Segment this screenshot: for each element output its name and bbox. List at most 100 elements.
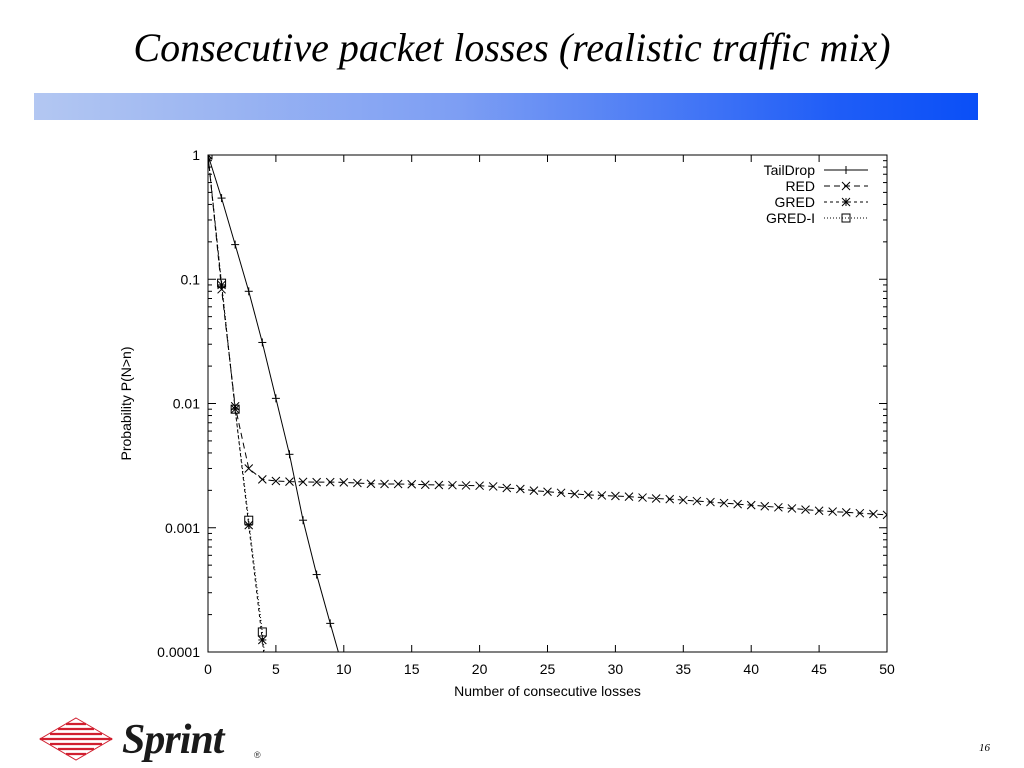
legend-marker xyxy=(841,213,851,223)
data-point xyxy=(638,493,647,502)
data-point xyxy=(624,492,634,501)
sprint-logo: Sprint ® xyxy=(36,712,276,768)
data-point xyxy=(257,475,267,484)
data-point xyxy=(244,520,254,530)
x-tick-label: 10 xyxy=(336,661,352,677)
data-point xyxy=(271,476,281,486)
data-point xyxy=(434,480,444,490)
y-tick-label: 1 xyxy=(192,147,200,163)
data-point xyxy=(760,501,770,511)
x-tick-labels: 0 5 10 15 20 25 30 35 40 45 50 xyxy=(204,661,895,677)
series-markers xyxy=(208,155,887,645)
x-tick-label: 0 xyxy=(204,661,212,677)
data-point xyxy=(258,338,267,347)
data-point xyxy=(257,635,267,645)
data-point xyxy=(801,505,810,514)
legend-label: GRED xyxy=(775,194,815,210)
data-point xyxy=(257,627,267,637)
data-point xyxy=(529,486,539,495)
axis-ticks xyxy=(207,154,888,653)
x-tick-label: 25 xyxy=(540,661,556,677)
data-point xyxy=(420,480,430,490)
data-point xyxy=(828,507,838,516)
y-tick-label: 0.0001 xyxy=(157,644,200,660)
data-point xyxy=(299,516,308,525)
legend-label: TailDrop xyxy=(764,162,816,178)
legend-marker xyxy=(841,181,851,191)
data-point xyxy=(733,499,742,509)
data-point xyxy=(339,477,349,487)
data-point xyxy=(488,482,498,491)
data-point xyxy=(217,280,226,290)
data-point xyxy=(285,450,294,459)
data-point xyxy=(366,479,376,489)
x-tick-label: 30 xyxy=(608,661,624,677)
legend-marker xyxy=(842,166,850,174)
data-point xyxy=(326,619,335,628)
data-point xyxy=(841,508,851,517)
data-point xyxy=(231,240,240,249)
data-point xyxy=(217,278,227,288)
y-tick-label: 0.1 xyxy=(181,271,201,287)
data-point xyxy=(393,479,403,489)
data-point xyxy=(217,194,226,203)
registered-mark: ® xyxy=(254,750,261,760)
y-tick-label: 0.01 xyxy=(173,396,200,412)
x-tick-label: 45 xyxy=(811,661,827,677)
series-line-gred-i xyxy=(208,155,265,652)
data-point xyxy=(882,510,887,520)
series-lines xyxy=(208,155,887,652)
data-point xyxy=(244,287,253,296)
data-point xyxy=(380,479,389,489)
data-point xyxy=(774,502,783,512)
legend-label: RED xyxy=(785,178,815,194)
data-point xyxy=(570,489,580,499)
y-tick-label: 0.001 xyxy=(165,520,200,536)
data-point xyxy=(502,483,512,493)
data-point xyxy=(611,491,620,501)
x-tick-label: 5 xyxy=(272,661,280,677)
x-tick-label: 15 xyxy=(404,661,420,677)
x-tick-label: 40 xyxy=(743,661,759,677)
data-point xyxy=(692,496,702,506)
data-point xyxy=(208,155,213,160)
series-line-taildrop xyxy=(208,155,339,652)
plot-frame xyxy=(207,154,888,653)
data-point xyxy=(285,477,294,486)
data-point xyxy=(515,484,525,494)
data-point xyxy=(787,504,797,513)
data-point xyxy=(298,477,308,487)
data-point xyxy=(325,477,335,487)
data-point xyxy=(556,488,566,498)
data-point xyxy=(814,506,824,516)
data-point xyxy=(678,495,688,505)
x-axis-label: Number of consecutive losses xyxy=(454,683,641,699)
data-point xyxy=(244,515,254,525)
data-point xyxy=(312,570,321,579)
data-point xyxy=(719,498,729,508)
data-point xyxy=(312,477,321,487)
data-point xyxy=(217,284,226,294)
series-line-red xyxy=(208,155,887,516)
y-tick-labels: 1 0.1 0.01 0.001 0.0001 xyxy=(157,147,200,660)
data-point xyxy=(353,478,362,488)
data-point xyxy=(244,464,254,473)
title-accent-bar xyxy=(34,93,978,120)
page-number: 16 xyxy=(979,742,990,754)
data-point xyxy=(869,509,878,519)
x-tick-label: 50 xyxy=(879,661,895,677)
data-point xyxy=(706,497,715,507)
data-point xyxy=(230,404,240,414)
data-point xyxy=(461,481,471,490)
data-point xyxy=(230,404,240,414)
data-point xyxy=(651,494,661,503)
data-point xyxy=(475,481,484,491)
data-point xyxy=(597,491,607,500)
sprint-logo-text: Sprint xyxy=(122,717,224,763)
data-point xyxy=(746,500,756,510)
legend-label: GRED-I xyxy=(766,210,815,226)
x-tick-label: 20 xyxy=(472,661,488,677)
y-axis-label: Probability P(N>n) xyxy=(118,347,134,461)
sprint-diamond-icon xyxy=(39,717,113,761)
